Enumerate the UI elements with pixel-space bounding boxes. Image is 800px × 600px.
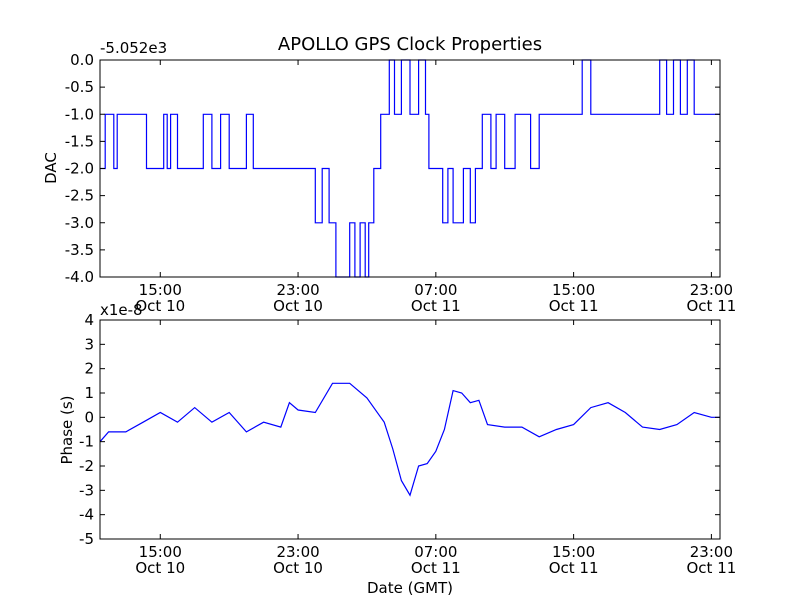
dac-x-tick-date: Oct 11	[686, 297, 736, 315]
dac-y-tick-label: -4.0	[65, 268, 94, 286]
phase-y-tick-label: 4	[84, 311, 94, 329]
dac-offset-label: -5.052e3	[100, 39, 167, 57]
phase-x-tick-date: Oct 10	[135, 559, 185, 577]
dac-y-tick-label: -2.5	[65, 187, 94, 205]
dac-y-tick-label: -2.0	[65, 160, 94, 178]
phase-y-tick-label: -5	[79, 530, 94, 548]
phase-offset-label: x1e-8	[100, 301, 143, 319]
phase-x-tick-date: Oct 11	[411, 559, 461, 577]
phase-x-axis-label: Date (GMT)	[367, 579, 453, 597]
phase-x-tick-date: Oct 10	[273, 559, 323, 577]
chart-title: APOLLO GPS Clock Properties	[278, 34, 542, 55]
phase-y-tick-label: 1	[84, 384, 94, 402]
dac-x-tick-time: 15:00	[139, 281, 182, 299]
phase-x-tick-date: Oct 11	[549, 559, 599, 577]
dac-y-ticks: 0.0 -0.5 -1.0 -1.5 -2.0 -2.5 -3.0 -3.5 -4.0	[65, 51, 720, 286]
dac-x-tick-time: 15:00	[552, 281, 595, 299]
phase-y-tick-label: -2	[79, 457, 94, 475]
dac-y-tick-label: -3.5	[65, 241, 94, 259]
dac-y-tick-label: 0.0	[70, 51, 94, 69]
phase-x-tick-time: 23:00	[690, 543, 733, 561]
dac-y-axis-label: DAC	[42, 152, 60, 184]
phase-series-line	[99, 382, 720, 497]
phase-series-0	[99, 382, 720, 497]
dac-x-tick-time: 07:00	[414, 281, 457, 299]
dac-x-tick-time: 23:00	[276, 281, 319, 299]
phase-y-ticks: 4 3 2 1 0 -1 -2 -3 -4 -5	[79, 311, 720, 548]
dac-x-tick-date: Oct 11	[549, 297, 599, 315]
dac-series-line	[100, 59, 720, 278]
dac-x-tick-date: Oct 10	[135, 297, 185, 315]
dac-x-tick-time: 23:00	[690, 281, 733, 299]
phase-y-tick-label: -4	[79, 506, 94, 524]
phase-y-tick-label: 0	[84, 408, 94, 426]
phase-y-tick-label: -1	[79, 433, 94, 451]
dac-series-0	[100, 59, 720, 278]
dac-x-tick-date: Oct 10	[273, 297, 323, 315]
dac-plot: -5.052e3 DAC 0.0 -0.5 -1.0 -1.5 -2.0 -2.5 -3.0…	[42, 39, 736, 315]
phase-x-tick-time: 23:00	[276, 543, 319, 561]
phase-x-tick-time: 15:00	[552, 543, 595, 561]
dac-plot-frame	[99, 59, 721, 278]
dac-y-tick-label: -3.0	[65, 214, 94, 232]
phase-x-tick-date: Oct 11	[686, 559, 736, 577]
phase-y-tick-label: -3	[79, 481, 94, 499]
dac-y-tick-label: -1.0	[65, 105, 94, 123]
phase-y-tick-label: 3	[84, 335, 94, 353]
dac-y-tick-label: -0.5	[65, 78, 94, 96]
phase-x-tick-time: 07:00	[414, 543, 457, 561]
dac-y-tick-label: -1.5	[65, 132, 94, 150]
phase-x-tick-time: 15:00	[139, 543, 182, 561]
dac-x-tick-date: Oct 11	[411, 297, 461, 315]
phase-plot-frame	[99, 319, 721, 540]
phase-y-tick-label: 2	[84, 360, 94, 378]
phase-y-axis-label: Phase (s)	[58, 395, 76, 464]
